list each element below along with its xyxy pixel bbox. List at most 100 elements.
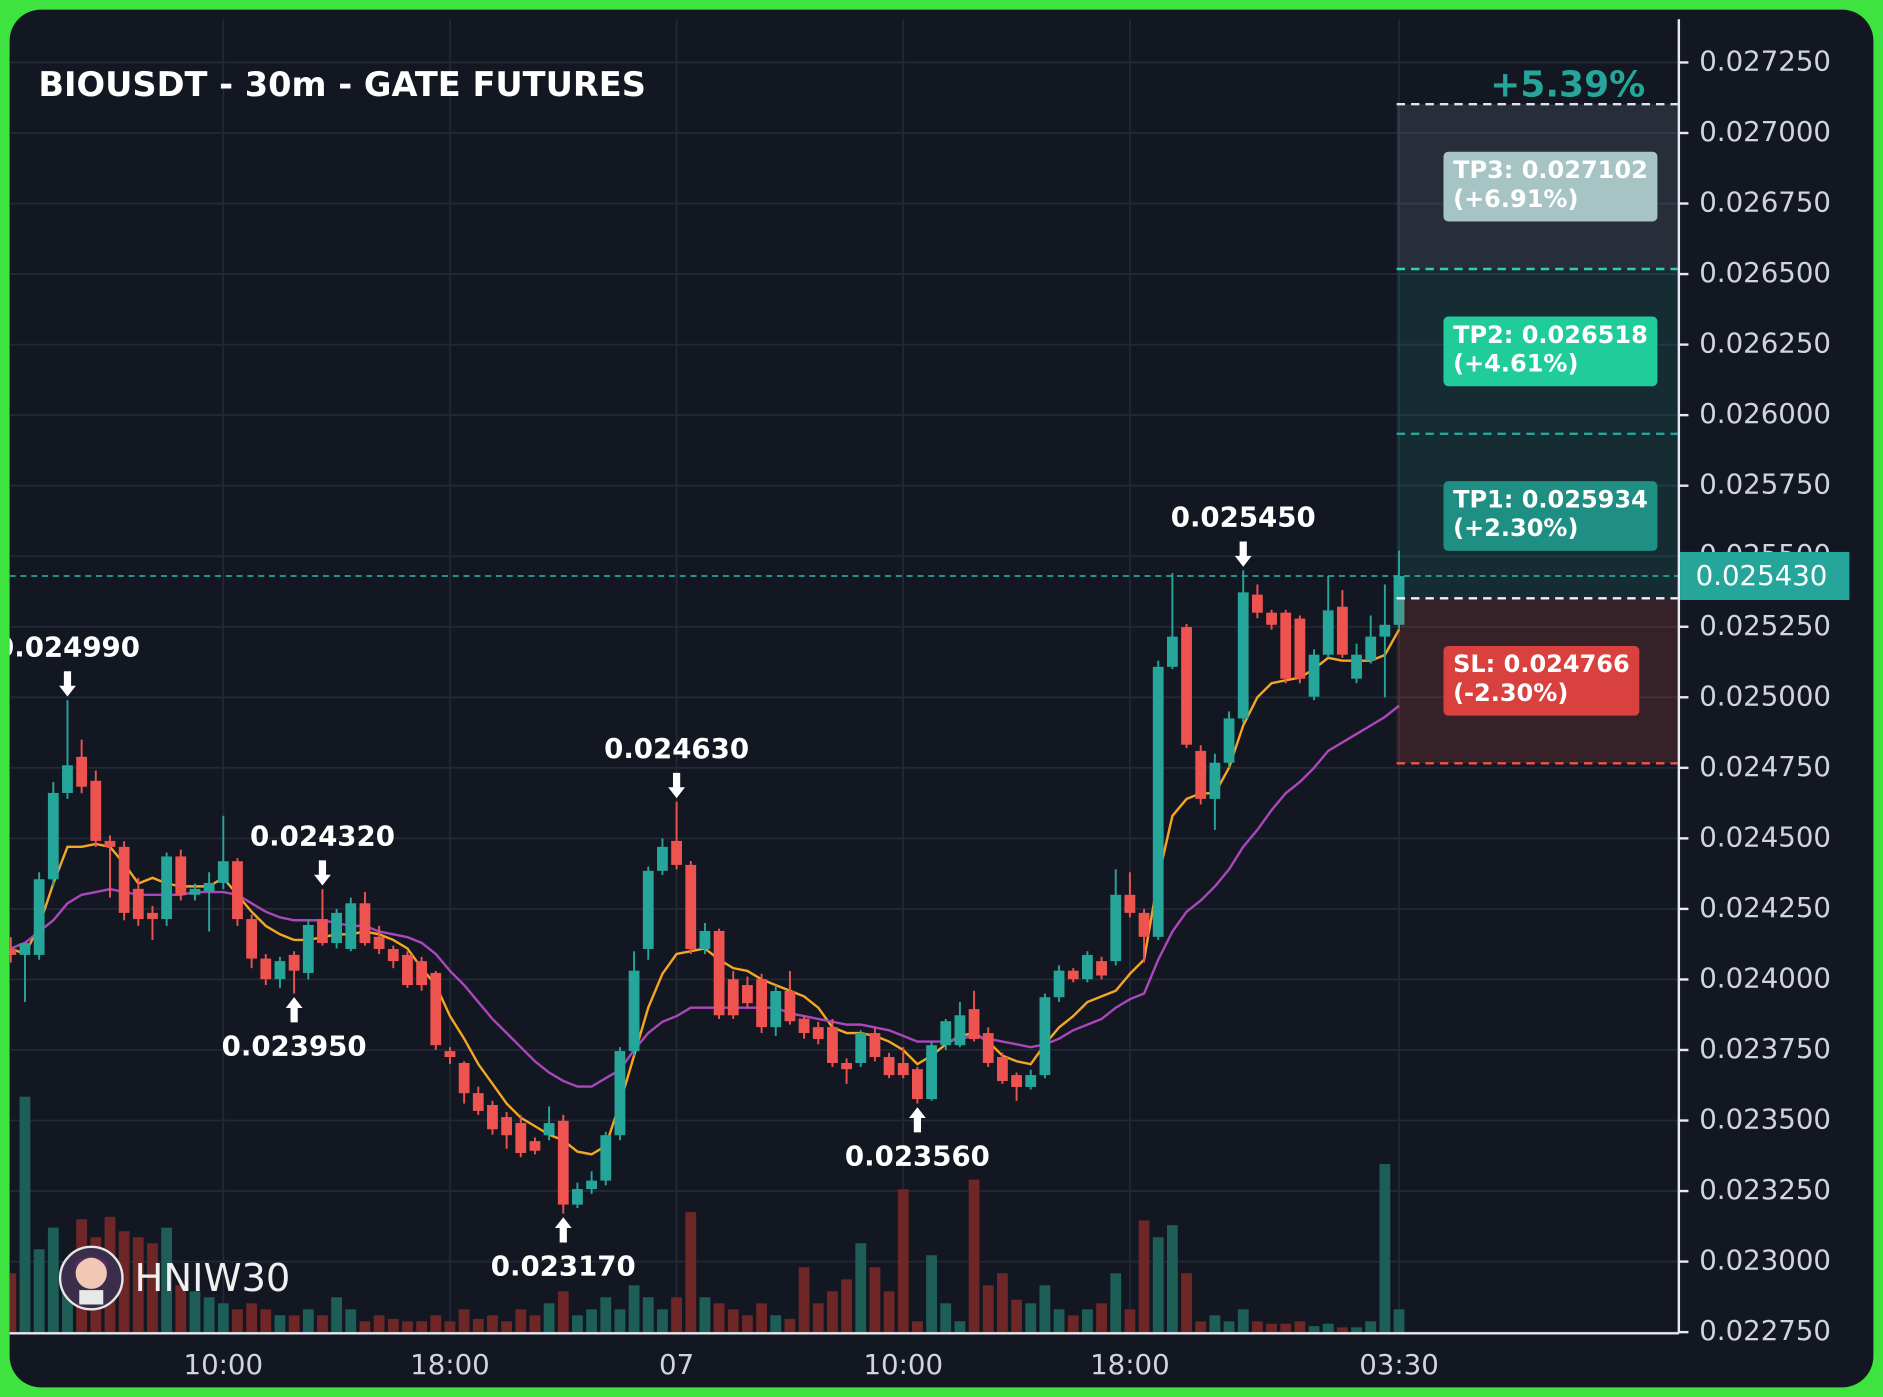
volume-bar xyxy=(756,1303,767,1334)
candle-body xyxy=(926,1045,937,1100)
volume-bar xyxy=(642,1297,654,1334)
candle-body xyxy=(430,972,442,1046)
candle-body xyxy=(217,861,229,883)
candle-body xyxy=(1251,594,1263,613)
candle-body xyxy=(1124,894,1136,913)
avatar-shirt xyxy=(79,1290,104,1305)
y-tick-label: 0.023250 xyxy=(1699,1173,1831,1206)
extreme-arrow xyxy=(314,860,331,886)
candle-body xyxy=(855,1033,867,1063)
volume-bar xyxy=(699,1297,711,1334)
volume-bar xyxy=(657,1309,668,1334)
candle-body xyxy=(373,936,385,949)
volume-bar xyxy=(1110,1273,1122,1334)
candle-body xyxy=(529,1141,541,1151)
y-tick-label: 0.026750 xyxy=(1699,186,1831,219)
volume-bar xyxy=(373,1315,385,1334)
candle-body xyxy=(1138,912,1150,937)
volume-bar xyxy=(1251,1321,1263,1334)
candle-body xyxy=(1039,997,1051,1076)
axes: 0.022750 0.023000 0.023250 0.023500 0.023750… xyxy=(184,44,1850,1381)
candle-body xyxy=(444,1051,456,1058)
volume-bar xyxy=(1039,1285,1051,1334)
volume-bar xyxy=(317,1315,328,1334)
y-tick-label: 0.027000 xyxy=(1699,115,1831,148)
candle-body xyxy=(1110,894,1122,962)
candle-body xyxy=(968,1009,980,1039)
level-label: SL: 0.024766 xyxy=(1453,650,1630,678)
candle-body xyxy=(713,930,725,1016)
x-tick-label: 10:00 xyxy=(863,1348,943,1381)
volume-bar xyxy=(288,1315,300,1334)
candle-body xyxy=(416,961,428,986)
extreme-arrow xyxy=(909,1107,926,1133)
candle-body xyxy=(1223,718,1235,763)
volume-bar xyxy=(529,1315,541,1334)
volume-bar xyxy=(9,1273,17,1334)
level-box xyxy=(1443,316,1658,387)
level-label: TP1: 0.025934 xyxy=(1453,485,1648,513)
level-label: TP3: 0.027102 xyxy=(1453,156,1648,184)
volume-bar xyxy=(430,1315,442,1334)
candle-body xyxy=(161,856,173,920)
volume-bar xyxy=(444,1321,456,1334)
overlays: +5.39% TP3: 0.027102(+6.91%) TP2: 0.026518… xyxy=(1396,64,1678,765)
volume-bar xyxy=(770,1315,782,1334)
candle-body xyxy=(1152,666,1164,937)
candle-body xyxy=(642,870,654,949)
x-tick-label: 10:00 xyxy=(184,1348,264,1381)
candle-body xyxy=(1266,612,1277,625)
candle-body xyxy=(685,864,697,949)
candle-body xyxy=(657,846,668,871)
candle-body xyxy=(1308,654,1320,697)
extreme-arrow xyxy=(554,1217,572,1243)
volume-bar xyxy=(1223,1321,1235,1334)
y-tick-label: 0.023000 xyxy=(1699,1244,1831,1277)
background xyxy=(9,9,1874,1388)
volume-bar xyxy=(232,1309,243,1334)
candle-body xyxy=(33,879,45,955)
last-price-label: 0.025430 xyxy=(1696,559,1828,592)
candle-body xyxy=(147,912,158,920)
candle-body xyxy=(1280,612,1292,679)
candle-body xyxy=(1166,636,1178,667)
chart-title: BIOUSDT - 30m - GATE FUTURES xyxy=(38,65,646,104)
volume-bar xyxy=(996,1273,1008,1334)
y-tick-label: 0.026500 xyxy=(1699,256,1831,289)
volume-bar xyxy=(189,1291,201,1334)
level-box xyxy=(1443,645,1640,716)
volume-bar xyxy=(1379,1163,1391,1334)
volume-bar xyxy=(458,1309,470,1334)
volume-bar xyxy=(260,1309,272,1334)
candle-body xyxy=(47,792,59,880)
volume-bar xyxy=(487,1315,498,1334)
volume-bar xyxy=(1308,1326,1320,1334)
y-tick-label: 0.025250 xyxy=(1699,609,1831,642)
volume-bar xyxy=(600,1297,612,1334)
volume-bar xyxy=(1365,1321,1377,1334)
candle-body xyxy=(9,948,17,955)
volume-bar xyxy=(161,1227,173,1334)
extreme-label: 0.023950 xyxy=(222,1030,367,1063)
level-change: (+6.91%) xyxy=(1453,185,1578,213)
candle-body xyxy=(756,979,767,1028)
volume-bar xyxy=(1336,1327,1348,1334)
volume-bar xyxy=(827,1291,838,1334)
candle-body xyxy=(883,1057,895,1076)
volume-bar xyxy=(19,1096,31,1334)
volume-bar xyxy=(685,1212,697,1334)
candle-body xyxy=(699,930,711,949)
candle-body xyxy=(912,1069,923,1100)
candle-body xyxy=(232,861,243,920)
extreme-label: 0.023560 xyxy=(845,1140,990,1173)
volume-bar xyxy=(1124,1309,1136,1334)
candle-body xyxy=(1053,970,1065,998)
candle-body xyxy=(472,1093,484,1111)
candle-body xyxy=(62,765,73,793)
candle-body xyxy=(671,840,682,865)
candle-body xyxy=(274,961,286,980)
volume-bar xyxy=(359,1321,371,1334)
candle-body xyxy=(487,1105,498,1130)
y-tick-label: 0.024750 xyxy=(1699,750,1831,783)
volume-bar xyxy=(897,1189,909,1334)
